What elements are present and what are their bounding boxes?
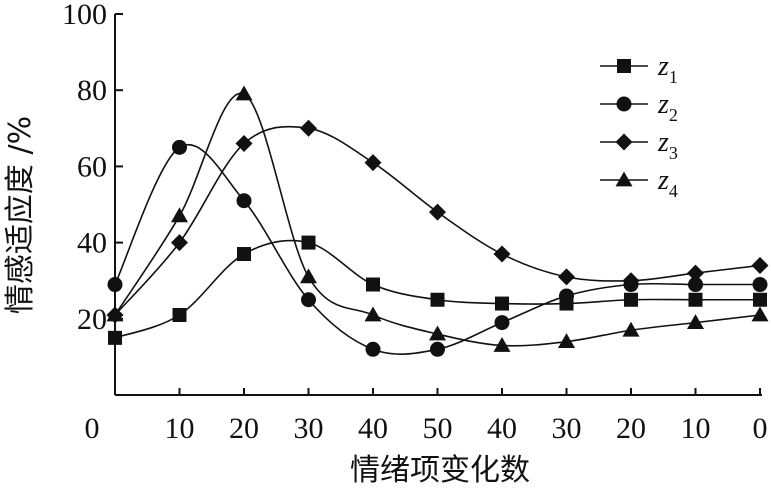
data-point-z2 (301, 292, 316, 308)
data-point-z2 (494, 315, 510, 331)
x-tick-label: 20 (616, 412, 646, 445)
data-point-z1 (688, 292, 703, 307)
x-tick-label: 30 (552, 412, 582, 445)
data-point-z4 (751, 306, 769, 322)
data-point-z1 (430, 292, 445, 307)
data-point-z4 (171, 207, 188, 223)
data-point-z3 (493, 245, 511, 263)
data-point-z1 (624, 292, 638, 307)
data-point-z4 (558, 333, 575, 349)
x-tick-label: 20 (229, 412, 259, 445)
x-tick-label: 0 (85, 412, 100, 445)
series-line-z2 (114, 144, 760, 355)
data-point-z3 (622, 272, 640, 290)
data-point-z4 (622, 321, 640, 337)
x-tick-label: 40 (487, 412, 517, 445)
legend-label: z1 (657, 51, 678, 87)
data-point-z2 (752, 277, 768, 293)
data-point-z2 (236, 193, 252, 209)
legend-label: z2 (657, 89, 678, 125)
x-tick-label: 30 (294, 412, 324, 445)
legend-marker-z4 (615, 171, 633, 187)
data-point-z4 (493, 336, 511, 352)
data-point-z4 (687, 314, 704, 329)
data-point-z1 (172, 307, 187, 322)
y-tick-label: 100 (62, 0, 107, 31)
series-line-z3 (114, 125, 761, 316)
data-point-z3 (171, 234, 188, 252)
legend-marker-z1 (617, 59, 631, 73)
x-tick-label: 40 (358, 412, 388, 445)
legend-subscript: 3 (669, 143, 678, 163)
legend-label: z4 (657, 165, 678, 201)
legend-subscript: 4 (669, 181, 678, 201)
data-point-z3 (235, 135, 253, 153)
data-point-z3 (364, 154, 382, 172)
y-tick-label: 60 (77, 150, 107, 183)
data-point-z2 (365, 341, 381, 357)
legend-label: z3 (657, 127, 678, 163)
data-point-z2 (688, 277, 703, 293)
data-point-z3 (751, 256, 769, 274)
series-line-z1 (114, 239, 760, 339)
y-tick-label: 80 (77, 74, 107, 107)
legend-marker-z3 (615, 133, 633, 151)
x-tick-label: 10 (681, 412, 711, 445)
data-point-z1 (753, 292, 767, 307)
data-point-z1 (108, 330, 122, 345)
data-point-z3 (300, 119, 317, 137)
data-point-z1 (301, 235, 316, 250)
x-tick-label: 10 (165, 412, 195, 445)
x-tick-label: 0 (753, 412, 768, 445)
data-point-z4 (235, 85, 253, 101)
data-point-z2 (430, 341, 445, 357)
x-axis-title: 情绪项变化数 (350, 453, 530, 488)
data-point-z4 (364, 306, 382, 322)
legend-subscript: 2 (669, 105, 678, 125)
y-tick-label: 40 (77, 227, 107, 260)
y-tick-label: 20 (77, 303, 107, 336)
data-point-z3 (429, 203, 446, 221)
legend-marker-z2 (616, 96, 632, 112)
data-point-z4 (106, 306, 124, 322)
data-point-z4 (300, 268, 317, 284)
data-point-z2 (559, 288, 574, 304)
data-point-z2 (107, 277, 123, 293)
data-point-z3 (687, 264, 704, 282)
data-point-z2 (172, 139, 187, 155)
y-axis-title: 情感适应度 /% (3, 116, 38, 314)
x-tick-label: 50 (423, 412, 453, 445)
data-point-z4 (429, 325, 446, 341)
data-point-z1 (366, 277, 380, 292)
data-point-z1 (495, 296, 509, 311)
data-point-z3 (558, 268, 575, 286)
data-point-z1 (237, 247, 251, 262)
legend-subscript: 1 (669, 67, 678, 87)
